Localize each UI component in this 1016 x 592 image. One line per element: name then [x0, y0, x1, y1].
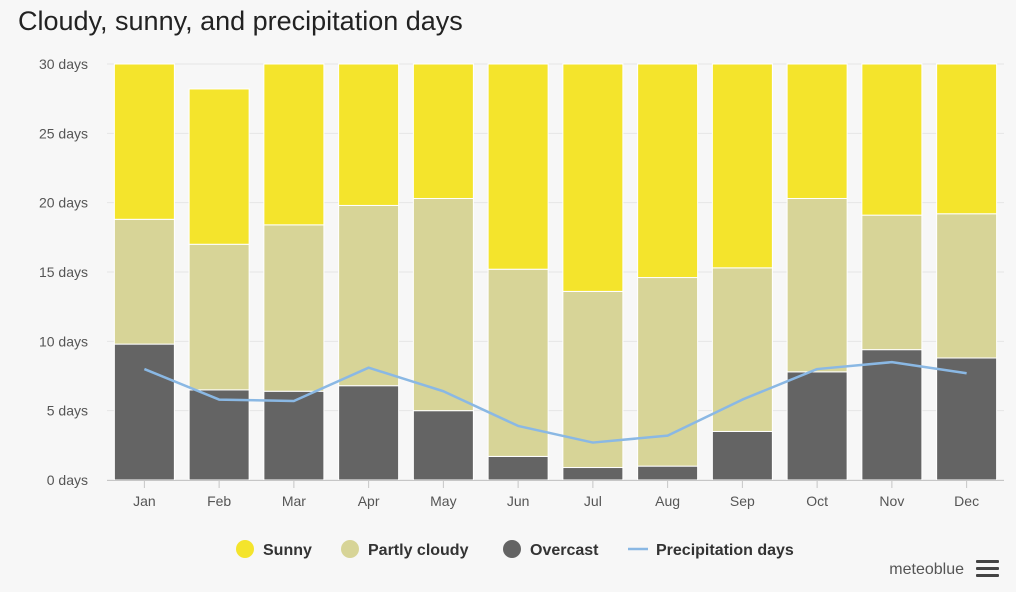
x-tick-label: Aug	[655, 493, 680, 509]
legend-precipitation-label: Precipitation days	[656, 542, 794, 559]
x-tick-label: Apr	[358, 493, 380, 509]
precipitation-line	[143, 360, 967, 444]
bar-sunny-dec	[936, 63, 998, 215]
x-tick-label: May	[430, 493, 456, 509]
bar-partly_cloudy-nov	[861, 214, 923, 351]
bar-overcast-apr	[338, 385, 400, 481]
bar-overcast-sep	[711, 430, 773, 481]
x-tick-label: Jul	[584, 493, 602, 509]
bar-partly_cloudy-feb	[188, 243, 250, 391]
bar-partly_cloudy-mar	[263, 224, 325, 392]
bar-overcast-aug	[637, 465, 699, 481]
bar-overcast-feb	[188, 389, 250, 481]
bar-sunny-nov	[861, 63, 923, 216]
chart-title: Cloudy, sunny, and precipitation days	[18, 6, 463, 36]
bar-sunny-feb	[188, 88, 250, 245]
bar-partly_cloudy-apr	[338, 204, 400, 387]
y-axis: 0 days 5 days 10 days 15 days 20 days 25 days…	[39, 56, 88, 488]
menu-icon[interactable]	[975, 558, 1001, 580]
legend-sunny-label: Sunny	[263, 542, 312, 559]
x-tick-label: Nov	[879, 493, 904, 509]
bar-sunny-jun	[487, 63, 549, 270]
bar-partly_cloudy-oct	[786, 198, 848, 373]
legend-partly_cloudy-marker	[341, 540, 359, 558]
x-tick-label: Sep	[730, 493, 755, 509]
legend-partly_cloudy-label: Partly cloudy	[368, 542, 469, 559]
bar-overcast-jun	[487, 455, 549, 481]
y-tick-label: 25 days	[39, 125, 88, 141]
bar-sunny-may	[412, 63, 474, 200]
bar-overcast-oct	[786, 371, 848, 481]
bar-partly_cloudy-sep	[711, 267, 773, 432]
bar-partly_cloudy-may	[412, 198, 474, 412]
bar-overcast-dec	[936, 357, 998, 481]
x-tick-label: Dec	[954, 493, 979, 509]
y-tick-label: 5 days	[47, 403, 88, 419]
x-tick-label: Feb	[207, 493, 231, 509]
legend-sunny-marker	[236, 540, 254, 558]
bar-partly_cloudy-jun	[487, 268, 549, 457]
x-tick-label: Jan	[133, 493, 156, 509]
legend: Sunny Partly cloudy Overcast Precipitation …	[236, 540, 794, 559]
y-tick-label: 20 days	[39, 195, 88, 211]
bar-sunny-aug	[637, 63, 699, 279]
x-axis: Jan Feb Mar Apr May Jun Jul Aug Sep Oct Nov Dec	[107, 480, 1004, 509]
bar-partly_cloudy-jan	[113, 218, 175, 345]
y-tick-label: 0 days	[47, 472, 88, 488]
y-tick-label: 10 days	[39, 333, 88, 349]
bar-sunny-sep	[711, 63, 773, 269]
legend-overcast-label: Overcast	[530, 542, 599, 559]
bar-sunny-jan	[113, 63, 175, 220]
x-tick-label: Jun	[507, 493, 530, 509]
bar-sunny-jul	[562, 63, 624, 292]
precipitation-days-line	[143, 360, 967, 444]
bar-partly_cloudy-dec	[936, 213, 998, 359]
legend-item-partly_cloudy[interactable]: Partly cloudy	[341, 540, 469, 559]
bar-overcast-may	[412, 410, 474, 481]
legend-item-overcast[interactable]: Overcast	[503, 540, 599, 559]
meteoblue-credit[interactable]: meteoblue	[889, 561, 964, 578]
legend-item-sunny[interactable]: Sunny	[236, 540, 312, 559]
legend-overcast-marker	[503, 540, 521, 558]
y-tick-label: 15 days	[39, 264, 88, 280]
bar-sunny-mar	[263, 63, 325, 226]
x-tick-label: Mar	[282, 493, 306, 509]
bar-sunny-apr	[338, 63, 400, 206]
bar-overcast-jul	[562, 467, 624, 481]
bar-overcast-mar	[263, 390, 325, 481]
bar-sunny-oct	[786, 63, 848, 200]
legend-item-precipitation[interactable]: Precipitation days	[628, 542, 794, 559]
bar-overcast-jan	[113, 343, 175, 481]
bar-overcast-nov	[861, 349, 923, 481]
y-tick-label: 30 days	[39, 56, 88, 72]
x-tick-label: Oct	[806, 493, 828, 509]
